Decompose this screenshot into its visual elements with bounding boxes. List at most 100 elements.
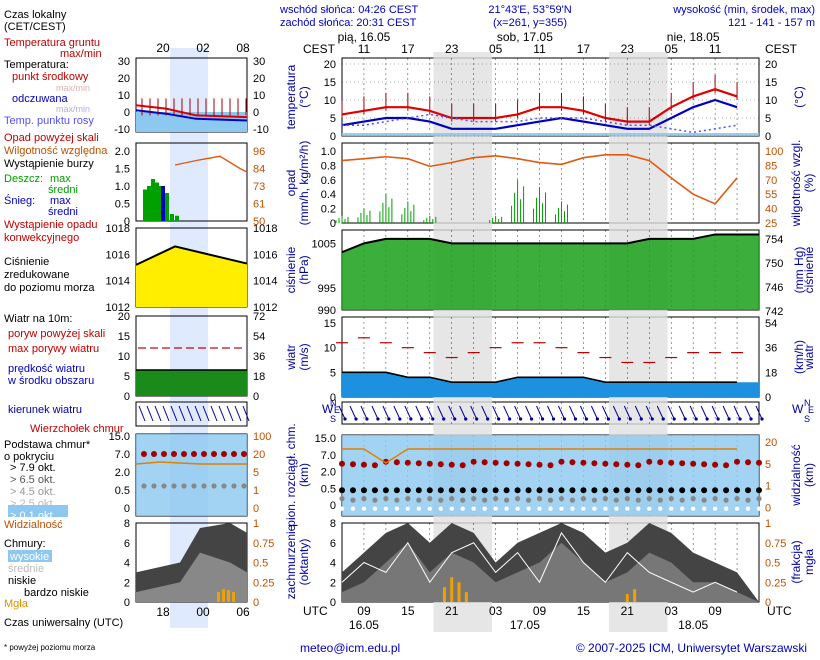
- cest-tick: 17: [401, 42, 415, 56]
- wind-arrow: [371, 405, 379, 420]
- legend-temp-tick-right: 10: [253, 90, 265, 102]
- legend-vis-tick: 0: [253, 503, 259, 515]
- legend-precip-tick: 0.5: [115, 199, 130, 211]
- pressure-area: [342, 234, 759, 310]
- wind-arrow-head: [409, 417, 413, 421]
- press-axis-tick-right: 746: [765, 282, 783, 294]
- cloud-base-dot: [339, 487, 345, 494]
- legend-wind-tick: 0: [124, 391, 130, 403]
- dir-s: S: [330, 414, 336, 424]
- press-axis-unit-right: (mm Hg): [792, 247, 806, 294]
- cloud-base-dot: [745, 487, 752, 494]
- wind-arrow: [492, 405, 500, 420]
- legend-pressure2: zredukowane: [4, 269, 69, 281]
- email-link[interactable]: meteo@icm.edu.pl: [300, 641, 400, 655]
- legend-fog: Mgła: [4, 598, 29, 610]
- cloud-base-dot: [350, 506, 356, 511]
- cloud-base-dot: [427, 496, 433, 502]
- low-cloud-area: [342, 542, 759, 602]
- cloud-top-dot: [580, 459, 587, 466]
- wind-arrow: [525, 405, 533, 420]
- cloud-base-dot: [438, 497, 444, 503]
- legend-humidity: Wilgotność względna: [4, 145, 108, 157]
- legend-utc-tick: 00: [196, 605, 210, 619]
- day-label: sob, 17.05: [497, 30, 553, 44]
- cloud-base-dot: [712, 506, 718, 511]
- legend-rain-bar: [170, 214, 174, 221]
- legend-okt: > 0.1 okt.: [10, 510, 56, 522]
- legend-humid-line: [174, 155, 248, 173]
- wind-arrow-head: [540, 417, 545, 421]
- dir-n: N: [330, 398, 337, 408]
- cest-tick: 23: [621, 42, 635, 56]
- precip-panel: [341, 142, 760, 224]
- cloud-base-dot: [481, 487, 488, 494]
- local-time-zone: (CET/CEST): [4, 21, 66, 33]
- wind-arrow: [404, 405, 412, 420]
- cloud-top-dot: [404, 459, 411, 466]
- legend-temp-felt: odczuwana: [12, 93, 69, 105]
- temp-axis-tick: 0: [330, 131, 336, 143]
- wind-arrow-head: [694, 417, 698, 421]
- cloud-base-dot: [591, 497, 597, 503]
- cloud-base-dot: [438, 506, 443, 511]
- wind-arrow-head: [639, 417, 643, 421]
- cloud-base-dot: [493, 496, 499, 502]
- legend-okt: > 6.5 okt.: [10, 474, 56, 486]
- wind-arrow-head: [650, 417, 654, 421]
- cloud-base-dot: [756, 506, 762, 511]
- cloud-top-dot: [382, 458, 389, 465]
- cloud-base-dot: [701, 506, 707, 511]
- legend-precip-over: Opad powyżej skali: [4, 132, 99, 144]
- legend-snow-mean: średni: [48, 206, 78, 218]
- utc-tick: 21: [445, 604, 459, 618]
- legend-fog-tick: 0.5: [253, 558, 268, 570]
- cloud-base-dot: [669, 506, 674, 511]
- legend-cover-tick: 4: [124, 558, 130, 570]
- cover-axis-tick: 6: [330, 538, 336, 550]
- wind-arrow-head: [705, 417, 709, 421]
- utc-tick: 09: [533, 604, 547, 618]
- humid-axis-tick: 85: [765, 160, 777, 172]
- wind-arrow: [733, 405, 741, 420]
- cloud-base-dot: [647, 506, 652, 511]
- humidity-line: [341, 154, 738, 205]
- cloud-base-dot: [525, 497, 532, 503]
- cloud-base-dot: [416, 497, 422, 503]
- legend-vis-line: [135, 461, 247, 465]
- legend-cloud-base-dot: [151, 483, 157, 489]
- cloud-base-dot: [515, 506, 520, 511]
- legend-cover-tick: 2: [124, 577, 130, 589]
- humid-axis-title: wilgotność wzgl.: [789, 140, 803, 228]
- cloud-base-dot: [625, 506, 630, 511]
- legend-snow-bar: [161, 186, 165, 221]
- legend-temp-dew: Temp. punktu rosy: [4, 115, 94, 127]
- cloud-base-dot: [559, 506, 564, 511]
- wind-arrow: [634, 405, 642, 420]
- cloud-axis-tick: 0: [330, 500, 336, 512]
- cloud-top-dot: [437, 461, 444, 468]
- legend-temp-tick: -10: [114, 124, 130, 136]
- altitude-values: 121 - 141 - 157 m: [728, 17, 815, 29]
- legend-press-tick-right: 1014: [253, 276, 277, 288]
- legend-cloud-vlow: bardzo niskie: [24, 587, 89, 599]
- fog-bar: [450, 577, 454, 602]
- legend-cloud-base-dot: [141, 483, 147, 489]
- sunrise: wschód słońca: 04:26 CEST: [279, 4, 418, 16]
- press-axis-tick-right: 754: [765, 234, 783, 246]
- cloud-base-dot: [602, 496, 608, 502]
- local-time-label: Czas lokalny: [4, 9, 67, 21]
- wind-axis-unit: (m/s): [297, 343, 311, 370]
- cloud-base-dot: [712, 496, 718, 502]
- legend-cover-tick: 6: [124, 538, 130, 550]
- cloud-axis-title: pion. rozciągł. chm.: [284, 423, 298, 526]
- wind-arrow: [711, 405, 719, 420]
- legend-wind-tick: 10: [118, 351, 130, 363]
- wind-arrow-head: [343, 417, 347, 421]
- legend-press-tick: 1018: [106, 223, 130, 235]
- legend-precip-tick: 0: [124, 216, 130, 228]
- temp-series-line: [341, 88, 738, 123]
- cloud-top-dot: [448, 461, 455, 468]
- cloud-base-dot: [492, 487, 499, 494]
- day-label: nie, 18.05: [667, 30, 720, 44]
